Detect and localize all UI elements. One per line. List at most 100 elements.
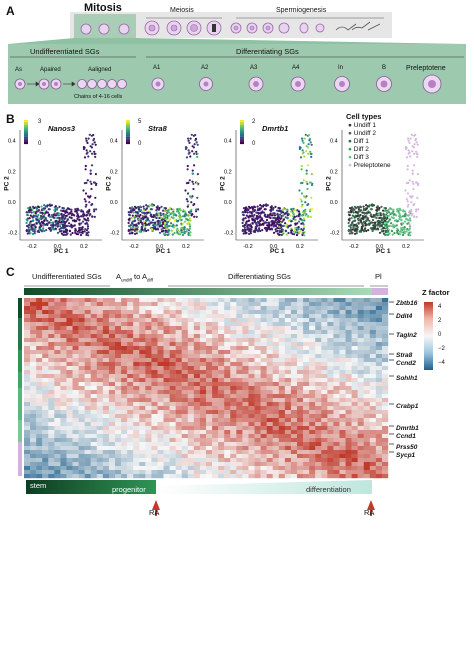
gene-label-dmrtb1: Dmrtb1: [396, 425, 419, 432]
gene-title-stra8: Stra8: [148, 124, 167, 133]
svg-text:-0.2: -0.2: [110, 230, 119, 236]
chains-note: Chains of 4-16 cells: [74, 94, 123, 100]
gene-label-ccnd1: Ccnd1: [396, 433, 416, 440]
zfactor-tick-neg2: −2: [438, 346, 445, 352]
svg-text:0.4: 0.4: [110, 139, 118, 145]
cell-label-as: As: [15, 67, 23, 73]
diff-sgs-title: Differentiating SGs: [236, 47, 299, 56]
svg-text:0.0: 0.0: [376, 244, 384, 250]
gene-title-dmrtb1: Dmrtb1: [262, 124, 289, 133]
pc1-label-4: PC 1: [376, 248, 391, 255]
legend-item-undiff-2: ● Undiff 2: [348, 130, 377, 137]
svg-text:0.0: 0.0: [156, 244, 164, 250]
svg-text:0.4: 0.4: [330, 139, 338, 145]
svg-text:0.4: 0.4: [224, 139, 232, 145]
legend-item-diff-1: ● Diff 1: [348, 138, 369, 145]
gene-label-ddit4: Ddit4: [396, 313, 413, 320]
pca-plot-1: -0.2 0.0 0.2 0.4 0.2 0.0 -0.2: [8, 120, 102, 250]
svg-text:0.2: 0.2: [8, 169, 16, 175]
zfactor-tick-4: 4: [438, 304, 442, 310]
gene-title-nanos3: Nanos3: [48, 124, 76, 133]
cell-label-a2: A2: [201, 65, 209, 71]
legend-title: Cell types: [346, 112, 382, 121]
zfactor-tick-0: 0: [438, 332, 442, 338]
gene-label-sohlh1: Sohlh1: [396, 375, 418, 382]
cell-label-b: B: [382, 65, 387, 71]
svg-text:0.0: 0.0: [54, 244, 62, 250]
cbar-1-max: 3: [38, 119, 42, 125]
zfactor-title: Z factor: [422, 288, 450, 297]
ra-label-1: RA: [149, 508, 160, 517]
svg-text:0.2: 0.2: [110, 169, 118, 175]
panel-a-letter: A: [6, 4, 15, 18]
gene-label-prss50: Prss50: [396, 444, 418, 451]
heatmap-header-mid: Aundiff to Adiff: [116, 272, 153, 283]
heatmap-header-right: Differentiating SGs: [228, 272, 291, 281]
svg-text:0.4: 0.4: [8, 139, 16, 145]
pca-plot-4: -0.2 0.0 0.2 0.4 0.2 0.0 -0.2: [330, 130, 424, 250]
svg-text:-0.2: -0.2: [330, 230, 339, 236]
svg-text:0.2: 0.2: [402, 244, 410, 250]
zfactor-tick-2: 2: [438, 318, 442, 324]
panel-b-letter: B: [6, 112, 15, 126]
pc2-label-3: PC 2: [219, 176, 227, 191]
svg-text:0.0: 0.0: [224, 200, 232, 206]
stage-mitosis: Mitosis: [84, 2, 122, 14]
zfactor-tick-neg4: −4: [438, 360, 445, 366]
legend-item-undiff-1: ● Undiff 1: [348, 122, 377, 129]
cell-label-a1: A1: [153, 65, 161, 71]
gene-label-ccnd2: Ccnd2: [396, 360, 416, 367]
cell-label-apaired: Apaired: [40, 67, 61, 73]
svg-text:-0.2: -0.2: [27, 244, 36, 250]
pc2-label-2: PC 2: [105, 176, 113, 191]
panel-c-letter: C: [6, 265, 15, 279]
cell-label-a3: A3: [250, 65, 258, 71]
cbar-3-min: 0: [252, 141, 256, 147]
svg-text:-0.2: -0.2: [243, 244, 252, 250]
cell-label-in: In: [338, 65, 344, 71]
stage-spermiogenesis: Spermiogenesis: [276, 7, 327, 14]
heatmap: [18, 285, 394, 479]
heatmap-header-pl: Pl: [375, 272, 382, 281]
pc1-label-1: PC 1: [54, 248, 69, 255]
cbar-3-max: 2: [252, 119, 256, 125]
svg-text:0.2: 0.2: [182, 244, 190, 250]
bar-differentiation-label: differentiation: [306, 485, 351, 494]
legend-item-diff-2: ● Diff 2: [348, 146, 369, 153]
svg-text:-0.2: -0.2: [224, 230, 233, 236]
svg-text:0.0: 0.0: [270, 244, 278, 250]
svg-text:-0.2: -0.2: [129, 244, 138, 250]
pc1-label-3: PC 1: [270, 248, 285, 255]
pc2-label-1: PC 2: [3, 176, 11, 191]
pca-plot-3: -0.2 0.0 0.2 0.4 0.2 0.0 -0.2: [224, 120, 318, 250]
cell-label-preleptotene: Preleptotene: [406, 65, 446, 72]
stage-meiosis: Meiosis: [170, 7, 194, 14]
heatmap-header-left: Undifferentiated SGs: [32, 272, 102, 281]
svg-text:0.0: 0.0: [330, 200, 338, 206]
svg-text:0.0: 0.0: [8, 200, 16, 206]
pc1-label-2: PC 1: [156, 248, 171, 255]
cbar-1-min: 0: [38, 141, 42, 147]
svg-text:0.2: 0.2: [330, 169, 338, 175]
ra-label-2: RA: [364, 508, 375, 517]
svg-text:0.0: 0.0: [110, 200, 118, 206]
pca-plots: -0.2 0.0 0.2 0.4 0.2 0.0 -0.2 -0.2 0.0 0.2 0.4 0.2 0…: [8, 120, 424, 250]
cell-type-legend: ● Undiff 1 ● Undiff 2 ● Diff 1 ● Diff 2 …: [348, 122, 391, 170]
gene-label-zbtb16: Zbtb16: [396, 300, 418, 307]
svg-text:0.2: 0.2: [224, 169, 232, 175]
legend-item-diff-3: ● Diff 3: [348, 154, 369, 161]
gene-label-crabp1: Crabp1: [396, 403, 419, 410]
svg-text:-0.2: -0.2: [349, 244, 358, 250]
svg-text:0.2: 0.2: [296, 244, 304, 250]
legend-item-preleptotene: ● Preleptotene: [348, 162, 391, 169]
cell-label-a4: A4: [292, 65, 300, 71]
cbar-2-min: 0: [138, 141, 142, 147]
cbar-2-max: 5: [138, 119, 142, 125]
bar-stem-label: stem: [30, 481, 47, 490]
svg-text:-0.2: -0.2: [8, 230, 17, 236]
pc2-label-4: PC 2: [325, 176, 333, 191]
undiff-sgs-title: Undifferentiated SGs: [30, 47, 100, 56]
panel-a-figure: [8, 12, 466, 104]
bar-progenitor-label: progenitor: [112, 485, 146, 494]
svg-text:0.2: 0.2: [80, 244, 88, 250]
